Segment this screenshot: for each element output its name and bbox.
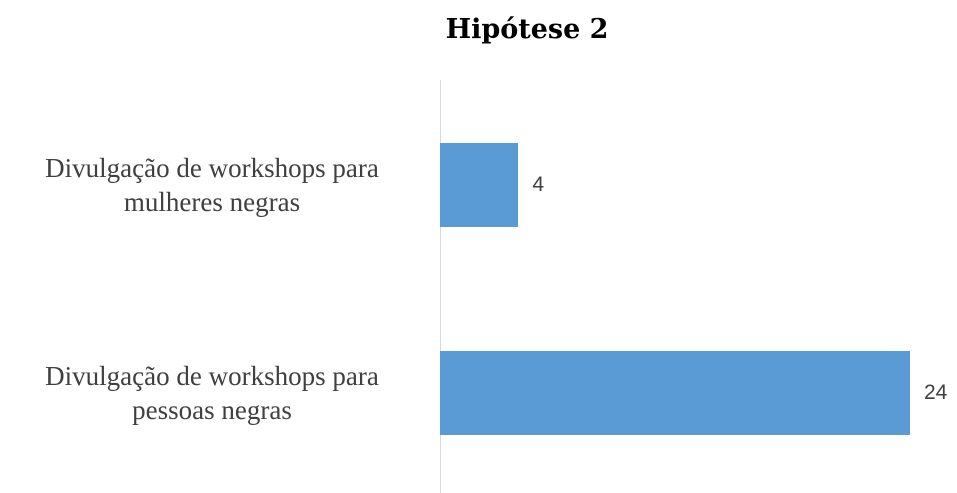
category-label: Divulgação de workshops para pessoas neg… — [45, 361, 379, 425]
chart-title: Hipótese 2 — [445, 14, 609, 45]
category-label: Divulgação de workshops para mulheres ne… — [45, 153, 379, 217]
data-label: 4 — [532, 173, 545, 196]
bar — [440, 351, 910, 435]
bar — [440, 143, 519, 227]
category-axis — [440, 80, 441, 493]
data-label: 24 — [924, 381, 948, 404]
